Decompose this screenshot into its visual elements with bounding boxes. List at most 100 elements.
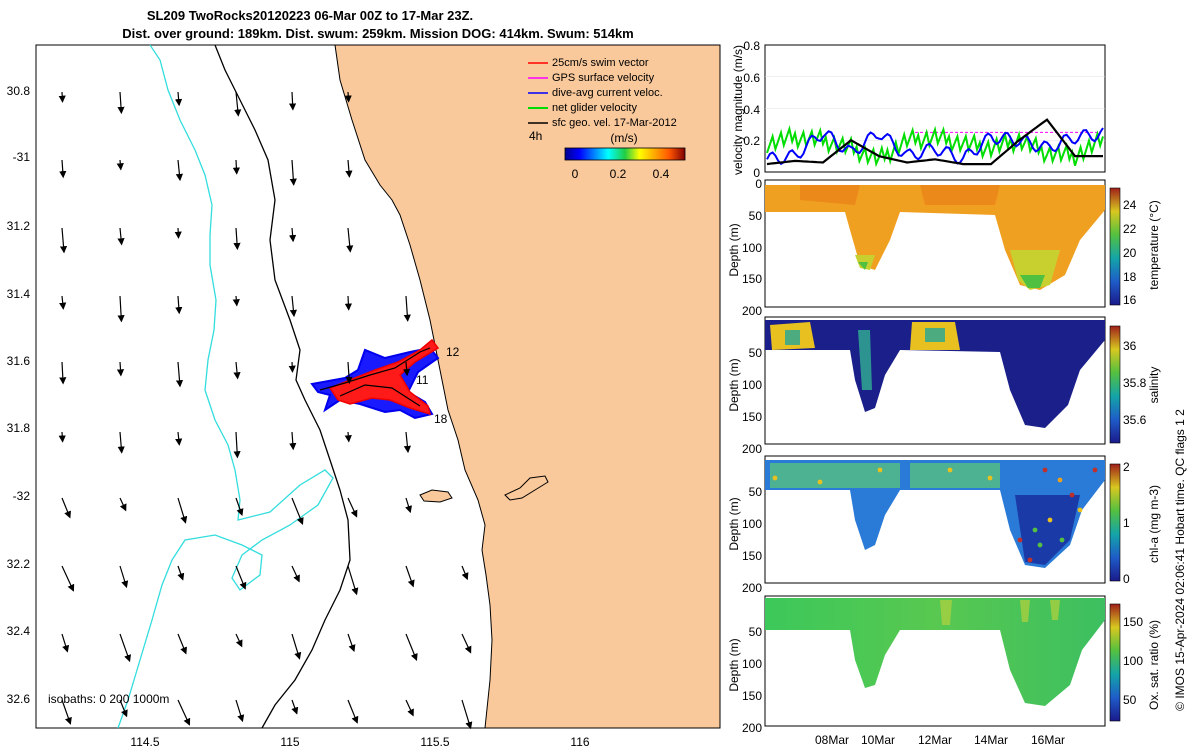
velocity-series-2 [766,118,1103,166]
chla-colorbar [1109,463,1121,582]
sal-ytick-150: 150 [742,410,762,424]
velocity-vector [233,361,241,380]
figure-title-line1: SL209 TwoRocks20120223 06-Mar 00Z to 17-… [147,8,473,23]
velocity-vector [403,361,411,377]
oxy-cbar-150: 150 [1123,615,1143,629]
chla-point [947,467,953,473]
velocity-vector [405,633,418,662]
velocity-vector [119,497,127,512]
lat-tick-7: 32.2 [7,557,31,571]
velocity-vector [58,431,66,443]
velocity-vector [289,159,297,186]
chla-point [1092,467,1098,473]
temp-cbar-22: 22 [1123,222,1137,236]
lat-tick-0: 30.8 [7,84,31,98]
temp-ytick-0: 0 [755,177,762,191]
oxy-ytick-200: 200 [742,721,762,735]
temperature-cbar-label: temperature (°C) [1147,200,1161,290]
chla-panel: 2 1 0 chl-a (mg m-3) 50 100 150 200 Dept… [727,455,1161,595]
velocity-vector [117,91,125,115]
velocity-vector [344,431,352,443]
velocity-vector [291,565,300,583]
surface-velocity-vectors [58,91,473,730]
legend-label-gps: GPS surface velocity [552,72,655,84]
velocity-vector [175,361,184,388]
chla-deep-blue [1015,495,1080,565]
chla-cbar-0: 0 [1123,572,1130,586]
time-tick-14Mar: 14Mar [974,733,1008,747]
vel-ytick-0: 0 [753,166,760,180]
legend-label-swim: 25cm/s swim vector [552,57,649,69]
oxy-ytick-150: 150 [742,689,762,703]
chla-ytick-150: 150 [742,549,762,563]
oxygen-cbar-label: Ox. sat. ratio (%) [1147,620,1161,710]
velocity-vector [344,91,352,103]
lon-tick-1: 115 [280,735,299,749]
lat-tick-3: 31.4 [7,287,31,301]
colorbar-speed [564,147,686,161]
oxy-ytick-100: 100 [742,657,762,671]
velocity-vector [233,227,241,251]
velocity-vector [235,633,243,648]
velocity-vector [116,159,124,171]
legend-label-current: dive-avg current veloc. [552,87,663,99]
lat-tick-5: 31.8 [7,421,31,435]
time-tick-10Mar: 10Mar [861,733,895,747]
temp-cbar-18: 18 [1123,270,1137,284]
sal-ytick-50: 50 [749,346,763,360]
colorbar-unit: (m/s) [610,131,637,145]
salinity-cbar-label: salinity [1147,367,1161,404]
velocity-vector [347,633,356,653]
island-rottnest [419,489,453,503]
vel-ytick-0.8: 0.8 [743,39,760,53]
lat-tick-4: 31.6 [7,354,31,368]
isobath-1000m [117,44,334,729]
velocity-vector [344,295,352,311]
chla-cbar-label: chl-a (mg m-3) [1147,485,1161,563]
chla-point [1069,492,1075,498]
velocity-vector [61,565,75,592]
velocity-vector [291,633,302,660]
isobaths-label: isobaths: 0 200 1000m [48,692,169,706]
salinity-field [765,320,1105,428]
chla-point [1047,517,1053,523]
chla-point [817,479,823,485]
velocity-ylabel: velocity magnitude (m/s) [731,45,745,175]
velocity-vector [59,361,67,385]
temp-ytick-150: 150 [742,272,762,286]
map-panel: 12 11 18 25cm/s swim vector GPS surface … [7,44,721,749]
velocity-vector [117,227,125,246]
colorbar-tick-1: 0.2 [610,167,627,181]
velocity-vector [116,361,125,377]
temperature-colorbar [1109,187,1121,306]
chla-point [1042,467,1048,473]
chla-ylabel: Depth (m) [727,497,741,550]
track-red [328,338,440,416]
lat-tick-9: 32.6 [7,692,31,706]
colorbar-tick-2: 0.4 [653,167,670,181]
velocity-vector [119,699,128,718]
temp-ytick-100: 100 [742,241,762,255]
legend-label-net: net glider velocity [552,102,637,114]
velocity-vector [177,633,187,655]
chla-high-points [772,467,1098,563]
velocity-panel: 0.8 0.6 0.4 0.2 0 velocity magnitude (m/… [731,39,1106,180]
lat-tick-1: -31 [13,150,31,164]
velocity-vector [175,295,183,315]
chla-cbar-1: 1 [1123,516,1130,530]
chla-point [877,467,883,473]
lon-tick-3: 116 [570,735,589,749]
velocity-vector [174,227,182,239]
oxy-cbar-50: 50 [1123,693,1137,707]
lat-tick-6: -32 [13,489,31,503]
lon-tick-2: 115.5 [420,735,449,749]
velocity-vector [232,295,240,307]
annotation-18: 18 [434,412,448,426]
velocity-vector [461,565,469,581]
time-tick-08Mar: 08Mar [815,733,849,747]
velocity-vector [61,497,71,519]
chla-surface-green [770,463,1000,488]
velocity-vector [346,227,354,253]
figure-title-line2: Dist. over ground: 189km. Dist. swum: 25… [122,26,634,41]
lat-tick-2: 31.2 [7,219,31,233]
